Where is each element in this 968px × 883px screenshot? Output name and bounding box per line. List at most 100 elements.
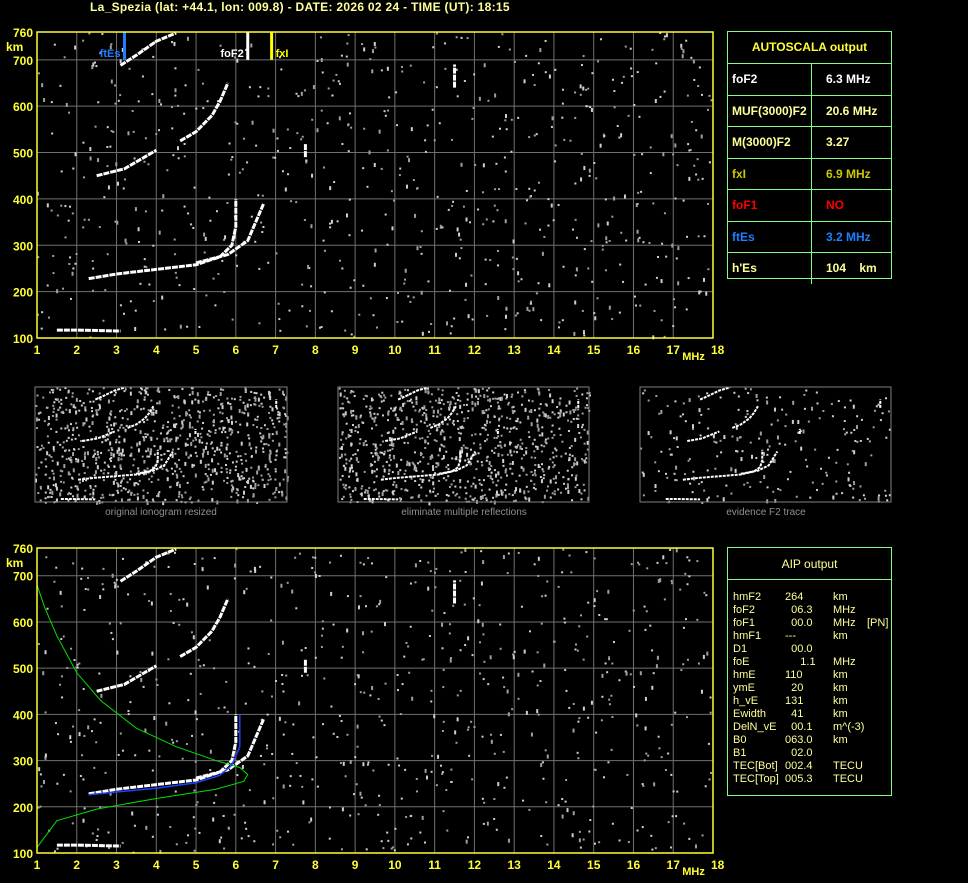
noise-dot	[663, 598, 666, 601]
noise-dot	[713, 440, 716, 443]
noise-dot	[127, 131, 130, 136]
noise-dot	[44, 473, 47, 476]
noise-dot	[256, 426, 259, 429]
noise-dot	[263, 763, 266, 766]
noise-dot	[449, 400, 452, 405]
noise-dot	[702, 654, 705, 659]
noise-dot	[421, 414, 424, 417]
noise-dot	[601, 244, 604, 247]
noise-dot	[504, 170, 507, 173]
noise-dot	[588, 168, 591, 173]
noise-dot	[688, 575, 691, 578]
autoscala-value: 6.3 MHz	[826, 72, 871, 86]
noise-dot	[636, 71, 639, 74]
noise-dot	[43, 98, 46, 103]
noise-dot	[48, 454, 51, 457]
noise-dot	[338, 387, 341, 390]
noise-dot	[59, 492, 62, 497]
noise-dot	[514, 445, 517, 448]
noise-dot	[205, 442, 208, 445]
noise-dot	[159, 445, 162, 450]
noise-dot	[274, 458, 277, 461]
noise-dot	[286, 173, 289, 176]
noise-dot	[512, 427, 515, 430]
noise-dot	[527, 399, 530, 402]
noise-dot	[113, 394, 116, 397]
noise-dot	[455, 492, 458, 495]
noise-dot	[96, 450, 99, 453]
noise-dot	[549, 393, 552, 398]
noise-dot	[239, 398, 242, 401]
noise-dot	[803, 393, 806, 396]
noise-dot	[511, 409, 514, 412]
noise-dot	[56, 461, 59, 466]
noise-dot	[59, 480, 62, 483]
noise-dot	[210, 441, 213, 444]
noise-dot	[364, 491, 367, 494]
noise-dot	[746, 413, 749, 416]
noise-dot	[547, 224, 550, 227]
noise-dot	[161, 467, 164, 470]
noise-dot	[51, 391, 54, 394]
noise-dot	[554, 481, 557, 484]
noise-dot	[484, 440, 487, 443]
noise-dot	[489, 655, 492, 660]
noise-dot	[127, 713, 130, 716]
noise-dot	[155, 678, 158, 681]
noise-dot	[686, 583, 689, 586]
noise-dot	[881, 412, 884, 415]
aip-row: B1 02.0	[728, 747, 891, 760]
noise-dot	[446, 321, 449, 326]
noise-dot	[580, 152, 583, 155]
x-tick-label: 14	[547, 343, 561, 357]
noise-dot	[502, 750, 505, 753]
noise-dot	[460, 247, 463, 250]
noise-dot	[362, 421, 365, 424]
noise-dot	[390, 444, 393, 447]
noise-dot	[194, 445, 197, 448]
noise-dot	[97, 397, 100, 400]
noise-dot	[124, 388, 127, 391]
noise-dot	[151, 651, 154, 656]
noise-dot	[660, 319, 663, 322]
noise-dot	[284, 469, 287, 474]
noise-dot	[457, 387, 460, 390]
noise-dot	[152, 300, 155, 303]
noise-dot	[741, 450, 744, 453]
aip-name: TEC[Top]	[733, 773, 779, 785]
noise-dot	[148, 283, 151, 286]
aip-unit: km	[833, 591, 848, 603]
noise-dot	[571, 833, 574, 838]
noise-dot	[644, 628, 647, 631]
noise-dot	[490, 471, 493, 474]
noise-dot	[465, 217, 468, 222]
noise-dot	[164, 328, 167, 331]
noise-dot	[47, 422, 50, 425]
noise-dot	[411, 461, 414, 464]
noise-dot	[264, 463, 267, 466]
noise-dot	[497, 296, 500, 301]
noise-dot	[323, 291, 326, 294]
noise-dot	[415, 467, 418, 472]
noise-dot	[849, 484, 852, 487]
noise-dot	[226, 457, 229, 460]
noise-dot	[670, 453, 673, 456]
noise-dot	[48, 477, 51, 480]
noise-dot	[176, 146, 179, 151]
noise-dot	[484, 283, 487, 286]
noise-dot	[371, 499, 374, 504]
trace-f2-o-2hop	[82, 430, 116, 443]
noise-dot	[795, 495, 798, 498]
noise-dot	[545, 403, 548, 406]
trace-f2-x-trace	[740, 450, 779, 475]
noise-dot	[621, 81, 624, 84]
noise-dot	[119, 410, 122, 413]
noise-dot	[755, 457, 758, 460]
noise-dot	[606, 671, 609, 674]
noise-dot	[414, 581, 417, 584]
noise-dot	[80, 404, 83, 407]
noise-dot	[190, 441, 193, 446]
noise-dot	[458, 496, 461, 499]
noise-dot	[167, 565, 170, 568]
noise-dot	[414, 563, 417, 568]
